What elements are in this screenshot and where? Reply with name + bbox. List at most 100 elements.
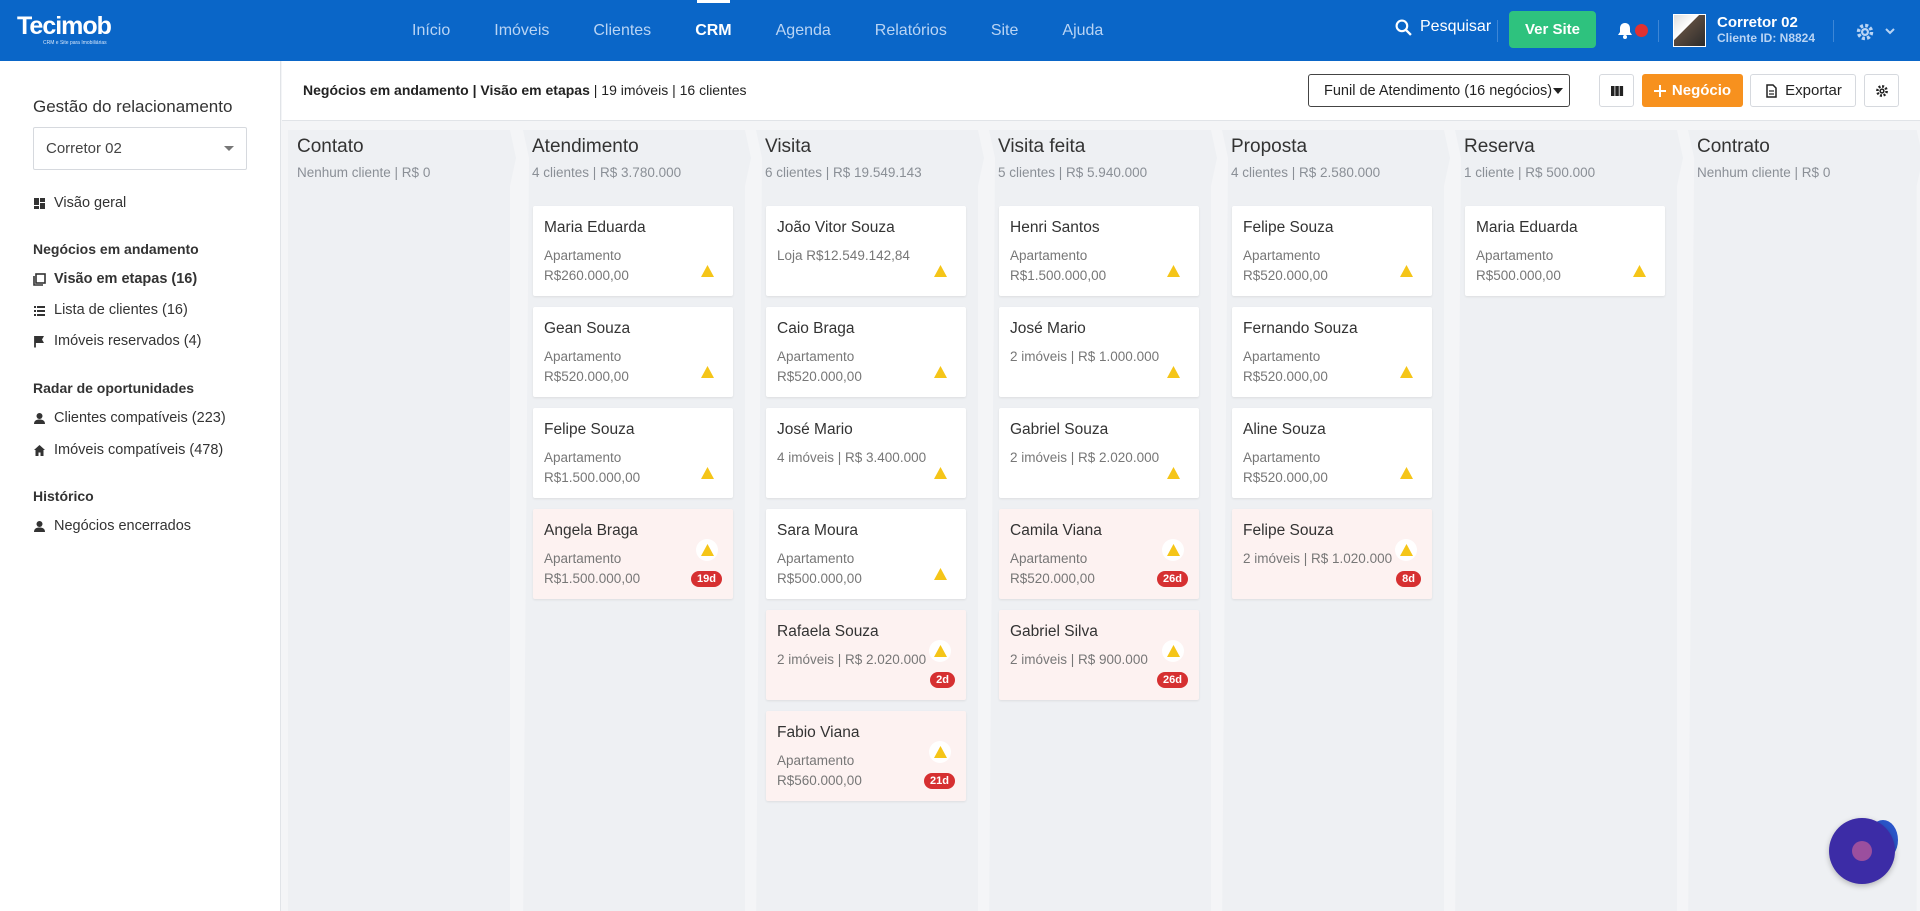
column-title: Proposta: [1231, 136, 1308, 157]
warning-indicator[interactable]: [1162, 539, 1184, 561]
warning-indicator[interactable]: [1632, 264, 1647, 278]
deal-description: Apartamento R$500.000,00: [777, 551, 862, 586]
sidebar-item-overview[interactable]: Visão geral: [33, 195, 126, 211]
deal-card[interactable]: Aline Souza Apartamento R$520.000,00: [1232, 408, 1432, 498]
deal-description: Apartamento R$1.500.000,00: [544, 450, 641, 485]
chevron-down-icon[interactable]: [1884, 26, 1896, 36]
funnel-select[interactable]: Funil de Atendimento (16 negócios): [1308, 74, 1570, 107]
deal-card[interactable]: Maria Eduarda Apartamento R$260.000,00: [533, 206, 733, 296]
warning-indicator[interactable]: [933, 365, 948, 379]
sidebar-item-reserved[interactable]: Imóveis reservados (4): [33, 333, 201, 349]
dashboard-icon: [34, 197, 45, 209]
warning-indicator[interactable]: [1166, 264, 1181, 278]
deal-card[interactable]: João Vitor Souza Loja R$12.549.142,84: [766, 206, 966, 296]
warning-indicator[interactable]: [933, 466, 948, 480]
sidebar-item-compatible-properties[interactable]: Imóveis compatíveis (478): [33, 442, 223, 458]
broker-select[interactable]: Corretor 02: [33, 127, 247, 170]
logo-tagline: CRM e Site para Imobiliárias: [43, 40, 107, 46]
kanban-column: Proposta 4 clientes | R$ 2.580.000 Felipe …: [1222, 130, 1455, 911]
warning-indicator[interactable]: [933, 264, 948, 278]
deal-client-name: Sara Moura: [777, 522, 858, 539]
list-icon: [34, 305, 45, 316]
bell-icon[interactable]: [1617, 22, 1633, 39]
avatar[interactable]: [1673, 14, 1706, 47]
funnel-select-value: Funil de Atendimento (16 negócios): [1324, 82, 1553, 99]
column-summary: Nenhum cliente | R$ 0: [297, 165, 431, 180]
warning-indicator[interactable]: [929, 741, 951, 763]
warning-indicator[interactable]: [1162, 640, 1184, 662]
deal-card[interactable]: José Mario 2 imóveis | R$ 1.000.000: [999, 307, 1199, 397]
nav-ajuda[interactable]: Ajuda: [1062, 22, 1104, 39]
warning-indicator[interactable]: [700, 264, 715, 278]
sidebar-item-closed-deals[interactable]: Negócios encerrados: [33, 518, 191, 534]
deal-card[interactable]: Caio Braga Apartamento R$520.000,00: [766, 307, 966, 397]
deal-card[interactable]: Felipe Souza Apartamento R$1.500.000,00: [533, 408, 733, 498]
nav-relatorios[interactable]: Relatórios: [874, 22, 947, 39]
warning-indicator[interactable]: [1399, 264, 1414, 278]
chat-widget-button[interactable]: [1829, 818, 1895, 884]
column-background: [1688, 130, 1920, 911]
sidebar-item-label: Visão em etapas (16): [54, 271, 198, 287]
warning-indicator[interactable]: [1399, 466, 1414, 480]
deal-card[interactable]: Henri Santos Apartamento R$1.500.000,00: [999, 206, 1199, 296]
warning-indicator[interactable]: [933, 567, 948, 581]
warning-indicator[interactable]: [1166, 466, 1181, 480]
deal-client-name: José Mario: [1010, 320, 1086, 337]
deal-card[interactable]: Gabriel Souza 2 imóveis | R$ 2.020.000: [999, 408, 1199, 498]
nav-imoveis[interactable]: Imóveis: [494, 22, 550, 39]
deal-description: Loja R$12.549.142,84: [777, 248, 910, 263]
warning-indicator[interactable]: [1166, 365, 1181, 379]
warning-indicator[interactable]: [700, 365, 715, 379]
deal-card[interactable]: Sara Moura Apartamento R$500.000,00: [766, 509, 966, 599]
search-button[interactable]: Pesquisar: [1395, 18, 1491, 36]
nav-crm[interactable]: CRM: [673, 0, 753, 61]
days-badge: 26d: [1157, 571, 1188, 587]
deal-client-name: Gean Souza: [544, 320, 631, 337]
deal-card[interactable]: Fernando Souza Apartamento R$520.000,00: [1232, 307, 1432, 397]
deal-description: Apartamento R$520.000,00: [777, 349, 862, 384]
column-background: [1455, 130, 1683, 911]
user-name[interactable]: Corretor 02: [1717, 14, 1798, 31]
deal-card[interactable]: Felipe Souza Apartamento R$520.000,00: [1232, 206, 1432, 296]
deal-client-name: João Vitor Souza: [777, 219, 895, 236]
warning-indicator[interactable]: [929, 640, 951, 662]
deal-card[interactable]: Camila Viana Apartamento R$520.000,00 26d: [999, 509, 1199, 599]
warning-indicator[interactable]: [700, 466, 715, 480]
nav-agenda[interactable]: Agenda: [775, 22, 831, 39]
deal-description: Apartamento R$560.000,00: [777, 753, 862, 788]
nav-site[interactable]: Site: [990, 22, 1019, 39]
deal-description: 2 imóveis | R$ 2.020.000: [1010, 450, 1160, 465]
gear-icon[interactable]: [1855, 22, 1875, 42]
sidebar-item-client-list[interactable]: Lista de clientes (16): [33, 302, 188, 318]
logo[interactable]: Tecimob CRM e Site para Imobiliárias: [17, 12, 112, 46]
warning-indicator[interactable]: [1395, 539, 1417, 561]
deal-card[interactable]: Fabio Viana Apartamento R$560.000,00 21d: [766, 711, 966, 801]
sidebar-item-compatible-clients[interactable]: Clientes compatíveis (223): [33, 410, 226, 426]
new-deal-button[interactable]: Negócio: [1642, 74, 1743, 107]
sidebar-item-stages-view[interactable]: Visão em etapas (16): [33, 271, 197, 287]
deal-card[interactable]: Rafaela Souza 2 imóveis | R$ 2.020.000 2d: [766, 610, 966, 700]
nav-clientes[interactable]: Clientes: [593, 22, 652, 39]
columns-view-button[interactable]: [1599, 74, 1634, 107]
view-site-button[interactable]: Ver Site: [1509, 11, 1596, 48]
deal-card[interactable]: Maria Eduarda Apartamento R$500.000,00: [1465, 206, 1665, 296]
deal-card[interactable]: Gabriel Silva 2 imóveis | R$ 900.000 26d: [999, 610, 1199, 700]
warning-indicator[interactable]: [696, 539, 718, 561]
deal-description: Apartamento R$520.000,00: [1243, 248, 1328, 283]
sidebar-item-label: Clientes compatíveis (223): [54, 410, 226, 426]
warning-indicator[interactable]: [1399, 365, 1414, 379]
nav-inicio[interactable]: Início: [412, 22, 451, 39]
board-settings-button[interactable]: [1864, 74, 1899, 107]
deal-card[interactable]: Angela Braga Apartamento R$1.500.000,00 19…: [533, 509, 733, 599]
warning-icon: [700, 544, 714, 556]
warning-icon: [934, 467, 947, 479]
deal-description: 2 imóveis | R$ 1.020.000: [1243, 551, 1393, 566]
client-id: Cliente ID: N8824: [1717, 31, 1816, 45]
person-icon: [34, 520, 45, 532]
sidebar-item-label: Visão geral: [54, 195, 127, 211]
deal-card[interactable]: José Mario 4 imóveis | R$ 3.400.000: [766, 408, 966, 498]
column-title: Reserva: [1464, 136, 1535, 157]
export-button[interactable]: Exportar: [1750, 74, 1856, 107]
deal-card[interactable]: Gean Souza Apartamento R$520.000,00: [533, 307, 733, 397]
deal-card[interactable]: Felipe Souza 2 imóveis | R$ 1.020.000 8d: [1232, 509, 1432, 599]
